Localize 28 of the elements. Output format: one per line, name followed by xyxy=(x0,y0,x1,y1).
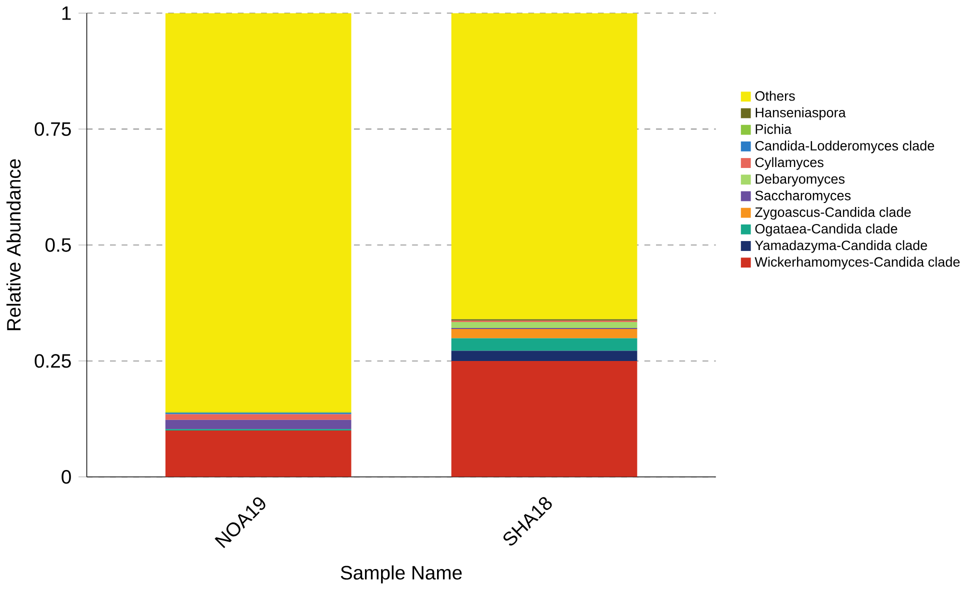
legend-label: Others xyxy=(755,90,795,101)
bar xyxy=(165,420,352,430)
legend-label: Ogataea-Candida clade xyxy=(755,224,898,236)
bar xyxy=(451,13,638,320)
legend-label: Zygoascus-Candida clade xyxy=(755,207,911,220)
legend-label: Wickerhamomyces-Candida clade xyxy=(754,256,960,270)
x-axis-title: Sample Name xyxy=(340,565,462,584)
bar xyxy=(451,361,638,477)
legend-label: Hanseniaspora xyxy=(756,107,846,120)
y-tick-label: 0 xyxy=(62,470,71,484)
legend-label: Candida-Lodderomyces clade xyxy=(755,140,934,154)
legend-label: Saccharomyces xyxy=(755,190,851,204)
legend-label: Pichia xyxy=(756,124,792,134)
legend-label: Yamadazyma-Candida clade xyxy=(754,240,928,253)
bar xyxy=(451,338,638,351)
y-tick-label: 0.25 xyxy=(34,354,71,368)
legend-label: Cyllamyces xyxy=(755,157,824,170)
bar xyxy=(165,13,352,412)
bar xyxy=(451,328,638,338)
bar xyxy=(165,414,352,420)
y-tick-label: 1 xyxy=(62,6,71,20)
legend-label: Debaryomyces xyxy=(756,174,845,186)
bar xyxy=(451,350,638,361)
bar xyxy=(451,322,638,328)
bar xyxy=(165,430,352,477)
y-tick-label: 0.5 xyxy=(46,238,71,252)
y-tick-label: 0.75 xyxy=(34,122,71,136)
y-axis-title: Relative Abundance xyxy=(6,159,21,330)
